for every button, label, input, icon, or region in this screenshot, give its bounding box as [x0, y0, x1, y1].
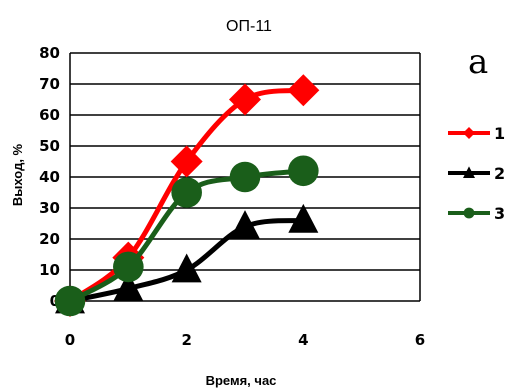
data-point — [54, 285, 86, 317]
legend-marker — [463, 207, 475, 219]
x-tick-label: 2 — [181, 331, 191, 349]
x-tick-label: 0 — [65, 331, 75, 349]
legend-entry-1: 1 — [448, 124, 505, 143]
series-3 — [54, 155, 319, 317]
data-point — [113, 251, 144, 283]
legend-label: 2 — [494, 164, 505, 183]
y-tick-label: 40 — [39, 168, 60, 186]
chart-title: ОП-11 — [226, 18, 272, 35]
y-tick-label: 70 — [39, 75, 60, 93]
x-axis-label: Время, час — [206, 373, 277, 388]
legend-entry-2: 2 — [448, 164, 505, 183]
data-point — [171, 253, 202, 283]
series-layer — [54, 74, 320, 317]
data-point — [230, 210, 260, 239]
y-axis-label: Выход, % — [10, 143, 25, 206]
y-tick-label: 50 — [39, 137, 60, 155]
data-point — [170, 145, 203, 178]
x-tick-label: 6 — [415, 331, 425, 349]
legend: 1 2 3 — [448, 124, 505, 223]
data-point — [288, 155, 319, 187]
data-point — [229, 83, 261, 116]
panel-label: a — [468, 42, 488, 82]
y-tick-label: 10 — [39, 261, 60, 279]
tick-labels: 010203040506070800246 — [39, 44, 425, 349]
y-tick-label: 20 — [39, 230, 60, 248]
data-point — [113, 272, 144, 301]
x-tick-label: 4 — [298, 331, 308, 349]
legend-label: 3 — [494, 204, 505, 223]
legend-marker — [463, 166, 475, 178]
data-point — [287, 74, 320, 107]
series-2 — [55, 203, 319, 314]
legend-entry-3: 3 — [448, 204, 505, 223]
y-tick-label: 30 — [39, 199, 60, 217]
legend-label: 1 — [494, 124, 505, 143]
data-point — [229, 161, 261, 193]
y-tick-label: 60 — [39, 106, 60, 124]
data-point — [288, 203, 319, 233]
data-point — [171, 177, 202, 208]
y-tick-label: 80 — [39, 44, 60, 62]
legend-marker — [463, 127, 475, 139]
